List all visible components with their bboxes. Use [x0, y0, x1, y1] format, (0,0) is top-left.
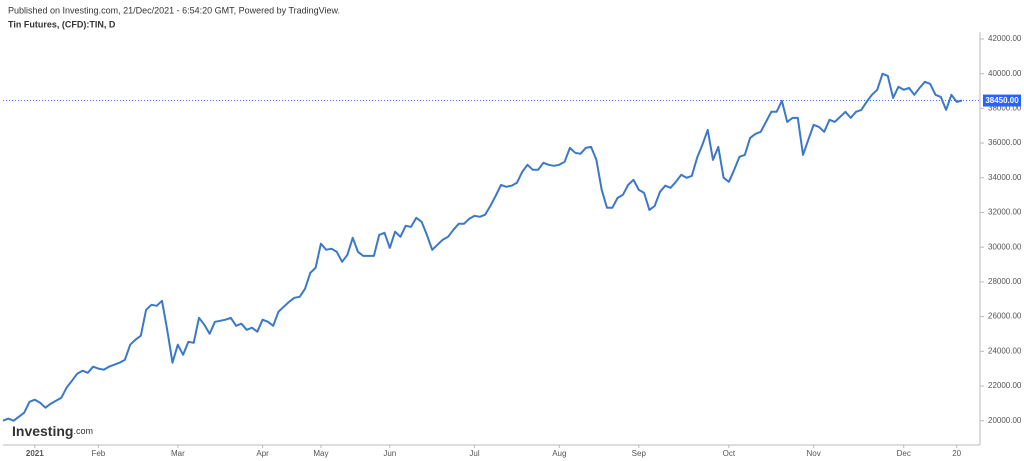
- chart-title: Tin Futures, (CFD):TIN, D: [8, 19, 116, 29]
- x-tick-label: Mar: [171, 449, 185, 458]
- last-price-box: [983, 94, 1021, 107]
- y-tick-label: 34000.00: [988, 173, 1022, 182]
- header: Published on Investing.com, 21/Dec/2021 …: [8, 5, 340, 15]
- x-tick-label: Oct: [723, 449, 736, 458]
- y-tick-label: 30000.00: [988, 242, 1022, 251]
- logo: Investing.com: [12, 423, 93, 439]
- x-tick-label: 20: [952, 449, 961, 458]
- y-tick-label: 38000.00: [988, 103, 1022, 112]
- last-price-label: 38450.00: [985, 96, 1019, 105]
- x-tick-label: Dec: [897, 449, 911, 458]
- x-tick-label: Aug: [552, 449, 566, 458]
- y-tick-label: 40000.00: [988, 69, 1022, 78]
- y-tick-label: 36000.00: [988, 138, 1022, 147]
- x-tick-label: Apr: [256, 449, 269, 458]
- y-tick-label: 32000.00: [988, 208, 1022, 217]
- y-tick-label: 24000.00: [988, 346, 1022, 355]
- x-tick-label: Jun: [383, 449, 396, 458]
- price-line: [2, 72, 963, 422]
- y-tick-label: 22000.00: [988, 381, 1022, 390]
- x-tick-label: Nov: [807, 449, 821, 458]
- y-tick-label: 42000.00: [988, 34, 1022, 43]
- y-tick-label: 26000.00: [988, 312, 1022, 321]
- y-tick-label: 20000.00: [988, 416, 1022, 425]
- x-tick-label: Jul: [469, 449, 479, 458]
- y-tick-label: 28000.00: [988, 277, 1022, 286]
- logo-main: Investing: [12, 423, 73, 439]
- x-tick-label: Feb: [91, 449, 105, 458]
- x-tick-label: 2021: [26, 449, 44, 458]
- logo-suffix: .com: [73, 426, 93, 436]
- x-tick-label: Sep: [632, 449, 647, 458]
- x-tick-label: May: [313, 449, 328, 458]
